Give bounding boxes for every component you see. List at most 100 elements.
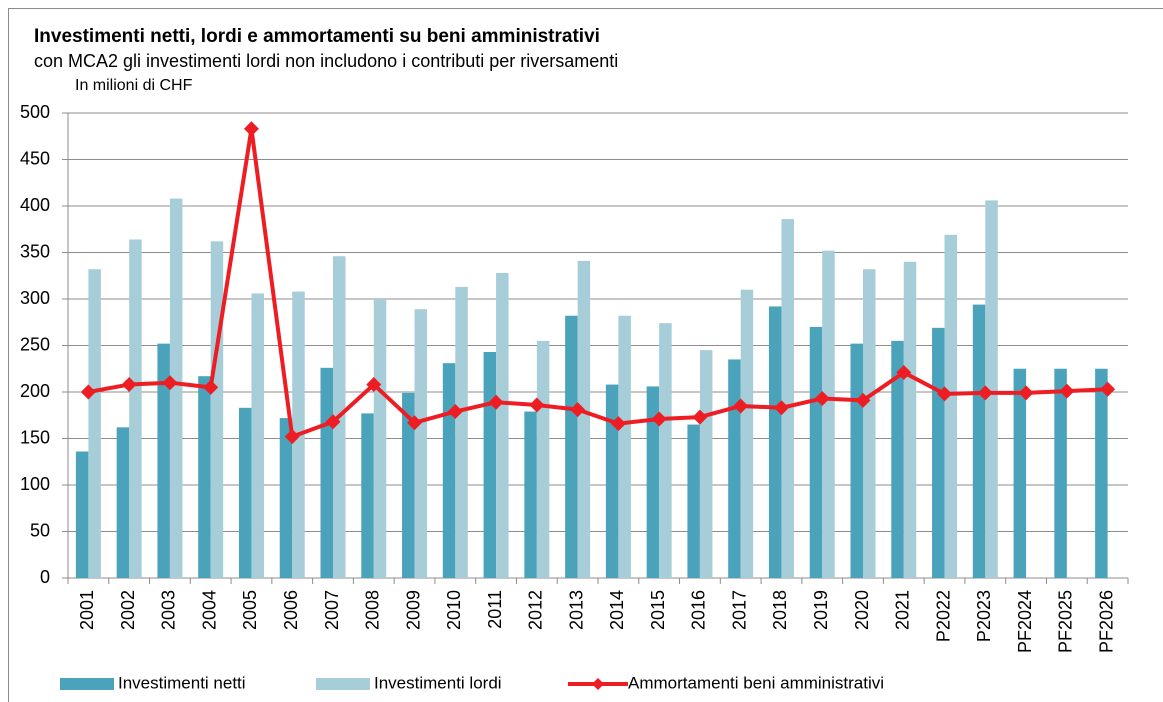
x-tick-label: 2009 xyxy=(403,590,423,630)
legend-marker xyxy=(592,678,604,690)
line xyxy=(88,126,1108,439)
x-tick-label: 2012 xyxy=(526,590,546,630)
bar xyxy=(238,407,252,578)
marker xyxy=(529,397,545,413)
marker xyxy=(407,415,423,431)
bar xyxy=(822,250,835,578)
bar xyxy=(210,241,224,578)
x-tick-label: 2007 xyxy=(322,590,342,630)
marker xyxy=(203,379,219,395)
x-tick-label: PF2026 xyxy=(1096,590,1116,653)
legend-label: Investimenti netti xyxy=(118,673,246,692)
bar xyxy=(605,384,619,578)
x-tick-label: 2019 xyxy=(811,590,831,630)
bar xyxy=(850,343,863,578)
x-tick-label: P2023 xyxy=(974,590,994,642)
x-tick-label: 2021 xyxy=(893,590,913,630)
x-tick-label: 2015 xyxy=(648,590,668,630)
chart-title: Investimenti netti, lordi e ammortamenti… xyxy=(34,26,600,47)
y-tick-label: 250 xyxy=(20,334,50,354)
y-tick-label: 350 xyxy=(20,241,50,261)
bar xyxy=(699,350,713,578)
bar xyxy=(809,326,823,578)
x-tick-label: 2001 xyxy=(77,590,97,630)
bar xyxy=(1095,368,1108,578)
x-tick-label: 2018 xyxy=(770,590,790,630)
marker xyxy=(325,414,341,430)
marker xyxy=(121,377,137,393)
marker xyxy=(447,404,463,420)
y-tick-label: 100 xyxy=(20,474,50,494)
bar xyxy=(524,411,537,578)
y-tick-label: 450 xyxy=(20,148,50,168)
bar xyxy=(618,315,631,578)
bar xyxy=(536,340,550,578)
marker xyxy=(977,385,993,401)
marker xyxy=(896,364,912,380)
x-tick-label: 2003 xyxy=(159,590,179,630)
marker xyxy=(243,121,259,137)
y-tick-label: 200 xyxy=(20,381,50,401)
marker xyxy=(1100,381,1116,397)
x-tick-label: 2020 xyxy=(852,590,872,630)
x-tick-label: P2022 xyxy=(933,590,953,642)
marker xyxy=(162,375,178,391)
x-tick-label: 2010 xyxy=(444,590,464,630)
bar xyxy=(728,359,741,578)
marker xyxy=(814,391,830,407)
marker xyxy=(855,392,871,408)
marker xyxy=(692,409,708,425)
bar xyxy=(740,289,754,578)
bar xyxy=(646,386,660,578)
marker xyxy=(1018,385,1034,401)
marker xyxy=(366,377,382,393)
marker xyxy=(733,398,749,414)
bar xyxy=(972,304,986,578)
bar xyxy=(129,239,142,579)
bar xyxy=(373,299,387,578)
marker xyxy=(80,384,96,400)
bar xyxy=(320,367,333,578)
bar xyxy=(944,234,958,578)
legend-label: Investimenti lordi xyxy=(374,673,502,692)
x-tick-label: 2011 xyxy=(485,590,505,629)
bar xyxy=(891,340,904,578)
x-tick-label: 2013 xyxy=(566,590,586,630)
x-tick-label: PF2025 xyxy=(1056,590,1076,653)
bar xyxy=(88,269,101,578)
chart-subtitle: con MCA2 gli investimenti lordi non incl… xyxy=(34,51,618,71)
x-tick-label: 2016 xyxy=(689,590,709,630)
bar xyxy=(1013,368,1027,578)
bar xyxy=(455,286,468,578)
y-axis-label: In milioni di CHF xyxy=(75,77,193,94)
x-tick-label: 2005 xyxy=(240,590,260,630)
bar xyxy=(442,363,456,578)
x-tick-label: PF2024 xyxy=(1015,590,1035,653)
bar xyxy=(932,327,945,578)
x-tick-label: 2006 xyxy=(281,590,301,630)
bar xyxy=(903,261,917,578)
bar xyxy=(116,427,130,578)
y-tick-label: 50 xyxy=(30,520,50,540)
bar xyxy=(251,293,264,578)
y-tick-label: 400 xyxy=(20,195,50,215)
legend-swatch xyxy=(316,678,370,690)
bar xyxy=(402,392,415,578)
legend-swatch xyxy=(60,678,114,690)
bar xyxy=(169,198,183,578)
bar xyxy=(659,323,672,578)
bar xyxy=(414,309,428,578)
marker xyxy=(570,402,586,418)
y-tick-label: 150 xyxy=(20,427,50,447)
marker xyxy=(610,416,626,432)
marker xyxy=(773,400,789,416)
bar xyxy=(768,306,782,578)
legend-label: Ammortamenti beni amministrativi xyxy=(628,673,884,692)
y-tick-label: 0 xyxy=(40,567,50,587)
bar xyxy=(985,200,998,579)
x-tick-label: 2008 xyxy=(363,590,383,630)
bar xyxy=(781,219,794,578)
x-tick-label: 2014 xyxy=(607,590,627,630)
bar xyxy=(863,269,876,578)
